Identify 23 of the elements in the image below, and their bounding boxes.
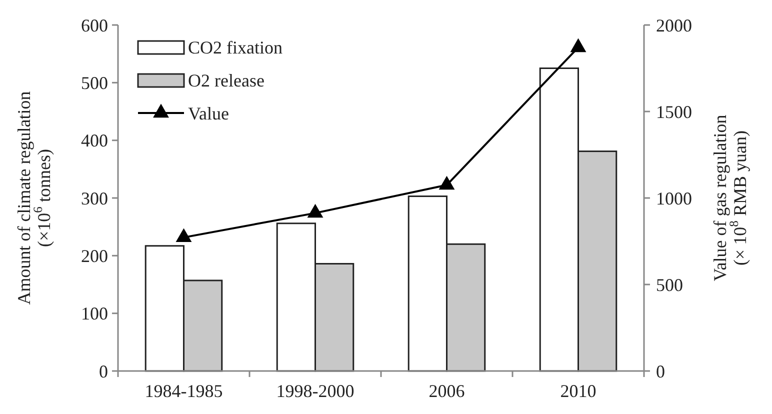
legend-label: O2 release — [188, 70, 264, 90]
x-tick-label: 2006 — [428, 381, 465, 401]
y2-tick-label: 1000 — [656, 188, 692, 208]
y-tick-label: 0 — [99, 361, 108, 382]
y2-tick-label: 1500 — [656, 102, 692, 122]
x-tick-label: 1984-1985 — [144, 381, 223, 401]
point — [176, 228, 192, 242]
y2-tick-label: 2000 — [656, 15, 692, 36]
y-tick-label: 100 — [81, 304, 108, 324]
legend-label: CO2 fixation — [188, 37, 282, 58]
y-tick-label: 300 — [81, 188, 108, 208]
x-tick-label: 2010 — [560, 381, 596, 401]
y-tick-label: 600 — [81, 15, 108, 36]
y-tick-label: 200 — [81, 246, 108, 266]
point — [438, 176, 455, 190]
point — [307, 204, 324, 218]
legend-label: Value — [188, 103, 229, 124]
y2-tick-label: 500 — [656, 274, 683, 295]
y-tick-label: 400 — [81, 130, 108, 151]
point — [570, 38, 586, 52]
x-tick-label: 1998-2000 — [276, 381, 354, 401]
y-tick-label: 500 — [81, 72, 108, 93]
y2-tick-label: 0 — [656, 361, 665, 382]
